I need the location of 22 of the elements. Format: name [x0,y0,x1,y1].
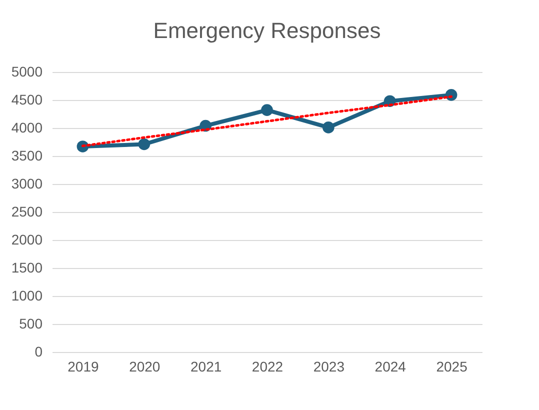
chart-title: Emergency Responses [153,18,381,43]
x-tick-label: 2023 [313,358,345,374]
point [322,122,334,134]
y-tick-label: 4500 [11,92,43,108]
y-tick-label: 2500 [11,204,43,220]
point [138,138,150,150]
y-tick-label: 4000 [11,120,43,136]
y-tick-label: 5000 [11,64,43,80]
x-tick-label: 2020 [129,358,160,374]
x-tick-label: 2021 [190,358,222,374]
x-tick-label: 2019 [68,358,99,374]
y-tick-label: 1000 [11,288,43,304]
x-tick-label: 2022 [252,358,284,374]
x-tick-label: 2025 [436,358,468,374]
y-tick-label: 1500 [11,260,43,276]
y-tick-label: 2000 [11,232,43,248]
y-tick-label: 3000 [11,176,43,192]
y-tick-label: 0 [34,344,43,360]
y-tick-label: 500 [19,316,43,332]
x-tick-label: 2024 [374,358,406,374]
y-tick-label: 3500 [11,148,43,164]
point [261,104,273,116]
